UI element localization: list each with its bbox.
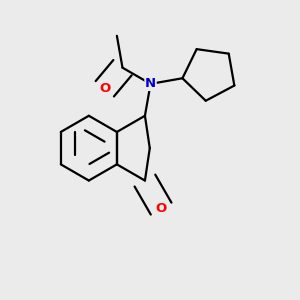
Text: O: O bbox=[99, 82, 110, 95]
Text: O: O bbox=[155, 202, 167, 215]
Text: N: N bbox=[145, 77, 156, 90]
